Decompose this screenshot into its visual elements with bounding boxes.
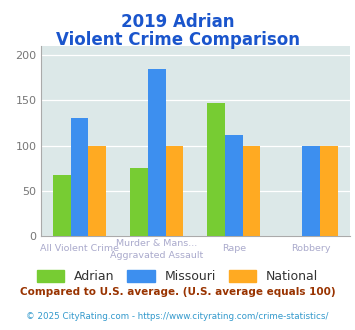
Bar [207, 103, 225, 236]
Text: Murder & Mans...: Murder & Mans... [116, 239, 197, 248]
Bar [165, 146, 183, 236]
Text: Aggravated Assault: Aggravated Assault [110, 251, 203, 260]
Bar [88, 146, 106, 236]
Bar [53, 175, 71, 236]
Bar [243, 146, 261, 236]
Bar [320, 146, 338, 236]
Text: Rape: Rape [222, 244, 246, 253]
Text: Robbery: Robbery [291, 244, 331, 253]
Text: All Violent Crime: All Violent Crime [40, 244, 119, 253]
Bar [148, 69, 165, 236]
Text: Violent Crime Comparison: Violent Crime Comparison [55, 31, 300, 50]
Text: 2019 Adrian: 2019 Adrian [121, 13, 234, 31]
Bar [225, 135, 243, 236]
Bar [302, 147, 320, 236]
Bar [130, 168, 148, 236]
Text: Compared to U.S. average. (U.S. average equals 100): Compared to U.S. average. (U.S. average … [20, 287, 335, 297]
Bar [71, 118, 88, 236]
Legend: Adrian, Missouri, National: Adrian, Missouri, National [32, 265, 323, 288]
Text: © 2025 CityRating.com - https://www.cityrating.com/crime-statistics/: © 2025 CityRating.com - https://www.city… [26, 312, 329, 321]
